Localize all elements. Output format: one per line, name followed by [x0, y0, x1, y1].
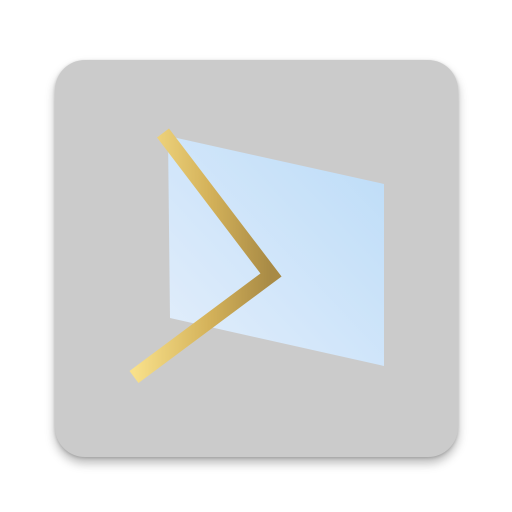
- chevron-prompt-icon: [129, 128, 282, 384]
